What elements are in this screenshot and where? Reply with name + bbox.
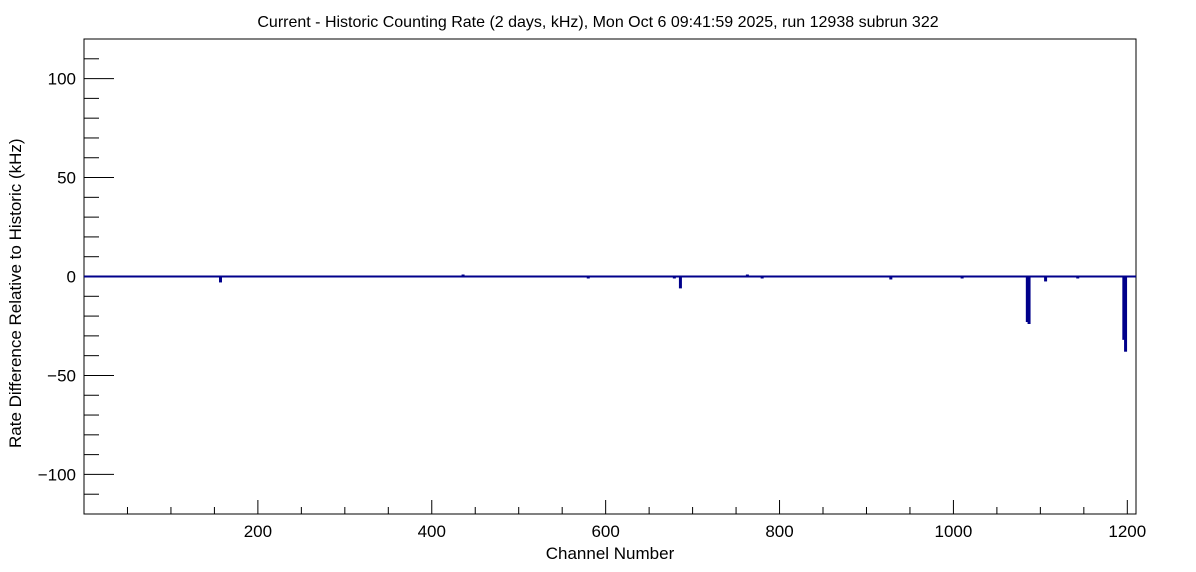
channel-bar xyxy=(889,276,893,280)
y-axis-title: Rate Difference Relative to Historic (kH… xyxy=(6,138,25,448)
x-tick-label: 600 xyxy=(591,522,619,541)
channel-bar xyxy=(672,276,676,279)
x-axis-tick-labels: 200 400 600 800 1000 1200 xyxy=(244,522,1147,541)
channel-bar xyxy=(218,276,222,283)
data-series xyxy=(84,274,1136,352)
x-tick-label: 1200 xyxy=(1108,522,1146,541)
channel-bar xyxy=(1076,276,1080,279)
y-axis-tick-labels: −100 −50 0 50 100 xyxy=(38,70,76,485)
channel-bar xyxy=(461,274,465,277)
chart-title: Current - Historic Counting Rate (2 days… xyxy=(257,14,938,31)
channel-bar xyxy=(1044,276,1048,282)
channel-bar xyxy=(1027,276,1031,324)
channel-bar xyxy=(1124,276,1128,352)
y-tick-label: 0 xyxy=(67,268,76,287)
channel-bar xyxy=(760,276,764,279)
y-tick-label: −100 xyxy=(38,465,76,484)
x-axis-title: Channel Number xyxy=(546,544,675,563)
channel-bar xyxy=(678,276,682,289)
channel-bar xyxy=(960,276,964,279)
x-tick-label: 800 xyxy=(765,522,793,541)
channel-bar xyxy=(1122,276,1126,340)
x-tick-label: 400 xyxy=(418,522,446,541)
channel-bar xyxy=(745,274,749,277)
y-axis-ticks xyxy=(84,58,114,495)
y-tick-label: −50 xyxy=(47,366,76,385)
x-tick-label: 1000 xyxy=(935,522,973,541)
x-tick-label: 200 xyxy=(244,522,272,541)
channel-bar xyxy=(586,276,590,279)
x-axis-ticks xyxy=(126,500,1128,514)
y-tick-label: 100 xyxy=(48,70,76,89)
channel-bar xyxy=(1025,276,1029,323)
y-tick-label: 50 xyxy=(57,169,76,188)
